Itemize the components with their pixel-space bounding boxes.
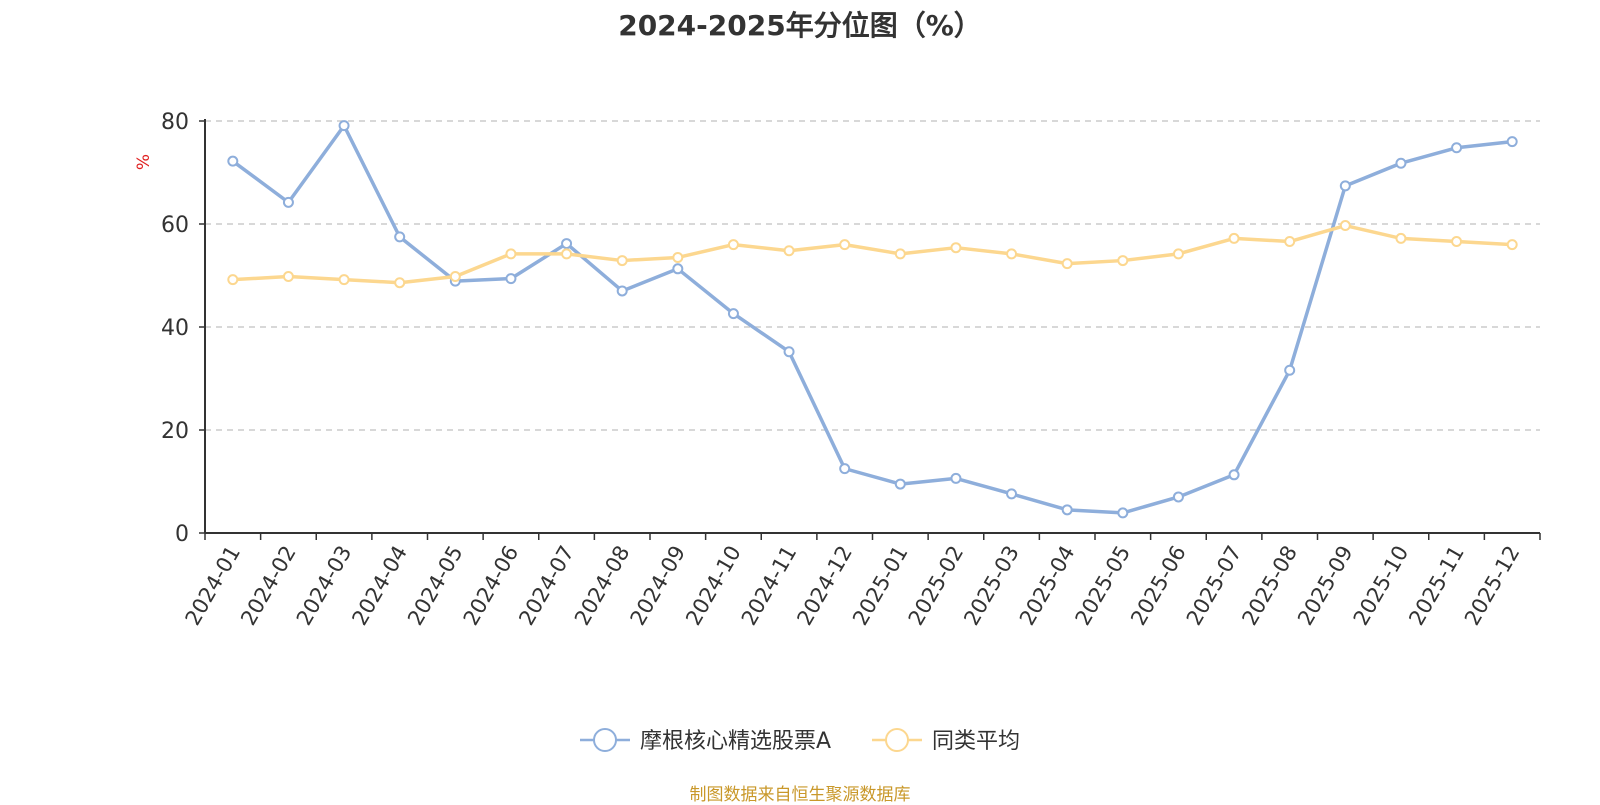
data-point [1284, 364, 1296, 376]
data-point [1284, 236, 1296, 248]
data-point [1339, 180, 1351, 192]
x-tick-label: 2025-12 [1460, 542, 1525, 630]
series-line-1 [232, 223, 1513, 285]
x-tick-label: 2024-04 [347, 542, 412, 630]
data-point [449, 271, 461, 283]
data-point [894, 248, 906, 260]
x-tick-label: 2024-01 [180, 542, 245, 630]
data-point [616, 255, 628, 267]
data-point [1228, 232, 1240, 244]
legend-marker [593, 728, 617, 752]
data-point [394, 231, 406, 243]
series-line-0 [231, 123, 1513, 515]
x-tick-label: 2025-08 [1237, 542, 1302, 630]
y-tick-label: 20 [161, 419, 189, 444]
x-tick-label: 2025-01 [848, 542, 913, 630]
data-point [561, 238, 573, 250]
data-point [1061, 258, 1073, 270]
x-tick-label: 2024-11 [737, 542, 802, 630]
x-tick-label: 2024-07 [514, 542, 579, 630]
data-point [950, 242, 962, 254]
data-point [394, 277, 406, 289]
data-point [1172, 248, 1184, 260]
data-point [672, 251, 684, 263]
x-tick-label: 2024-06 [459, 542, 524, 630]
data-point [505, 248, 517, 260]
data-point [282, 196, 294, 208]
data-point [839, 463, 851, 475]
data-point [505, 273, 517, 285]
data-point [1006, 488, 1018, 500]
x-tick-label: 2025-07 [1182, 542, 1247, 630]
data-point [1451, 142, 1463, 154]
x-tick-label: 2024-03 [292, 542, 357, 630]
data-point [561, 248, 573, 260]
legend: 摩根核心精选股票A 同类平均 [580, 728, 1020, 754]
data-point [1061, 504, 1073, 516]
data-point [672, 263, 684, 275]
data-point [1172, 491, 1184, 503]
data-point [338, 120, 350, 132]
chart-title: 2024-2025年分位图（%） [618, 9, 982, 42]
y-tick-label: 40 [161, 316, 189, 341]
data-point [338, 274, 350, 286]
x-tick-label: 2024-10 [681, 542, 746, 630]
data-point [1395, 232, 1407, 244]
x-tick-label: 2025-03 [959, 542, 1024, 630]
axes: 020406080%2024-012024-022024-032024-0420… [134, 110, 1541, 630]
data-point [1117, 507, 1129, 519]
series-layer [227, 120, 1518, 519]
data-point [727, 239, 739, 251]
x-tick-label: 2024-09 [625, 542, 690, 630]
x-tick-label: 2024-02 [236, 542, 301, 630]
data-point [1506, 239, 1518, 251]
y-tick-label: 60 [161, 213, 189, 238]
data-point [1506, 136, 1518, 148]
data-point [227, 274, 239, 286]
data-point [727, 308, 739, 320]
data-point [1228, 469, 1240, 481]
y-axis-label: % [134, 154, 154, 170]
x-tick-label: 2025-10 [1349, 542, 1414, 630]
data-point [783, 245, 795, 257]
source-note: 制图数据来自恒生聚源数据库 [689, 785, 911, 805]
x-tick-label: 2025-11 [1404, 542, 1469, 630]
x-tick-label: 2025-09 [1293, 542, 1358, 630]
data-point [1395, 157, 1407, 169]
x-tick-label: 2024-08 [570, 542, 635, 630]
data-point [1117, 255, 1129, 267]
x-tick-label: 2025-05 [1070, 542, 1135, 630]
legend-label: 同类平均 [932, 729, 1020, 754]
data-point [894, 478, 906, 490]
data-point [1006, 248, 1018, 260]
data-point [950, 472, 962, 484]
data-point [616, 285, 628, 297]
data-point [839, 239, 851, 251]
data-point [1451, 236, 1463, 248]
data-point [282, 271, 294, 283]
x-tick-label: 2025-04 [1015, 542, 1080, 630]
legend-label: 摩根核心精选股票A [640, 729, 831, 754]
data-point [1339, 220, 1351, 232]
grid-lines [205, 120, 1540, 431]
data-point [227, 155, 239, 167]
legend-marker [885, 728, 909, 752]
data-point [783, 346, 795, 358]
y-tick-label: 80 [161, 110, 189, 135]
x-tick-label: 2025-06 [1126, 542, 1191, 630]
x-tick-label: 2025-02 [904, 542, 969, 630]
x-tick-label: 2024-12 [792, 542, 857, 630]
y-tick-label: 0 [175, 522, 189, 547]
x-tick-label: 2024-05 [403, 542, 468, 630]
